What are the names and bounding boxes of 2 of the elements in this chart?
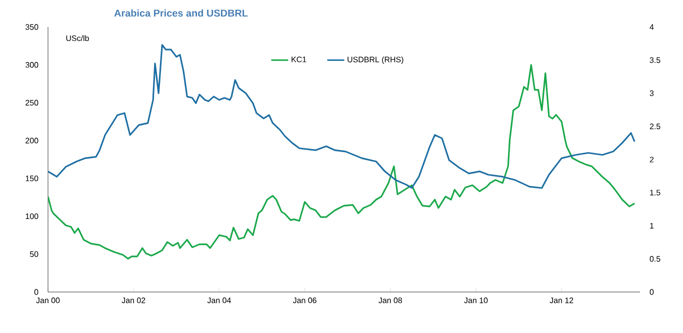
- chart-title: Arabica Prices and USDBRL: [114, 9, 248, 17]
- line-series: [48, 44, 636, 189]
